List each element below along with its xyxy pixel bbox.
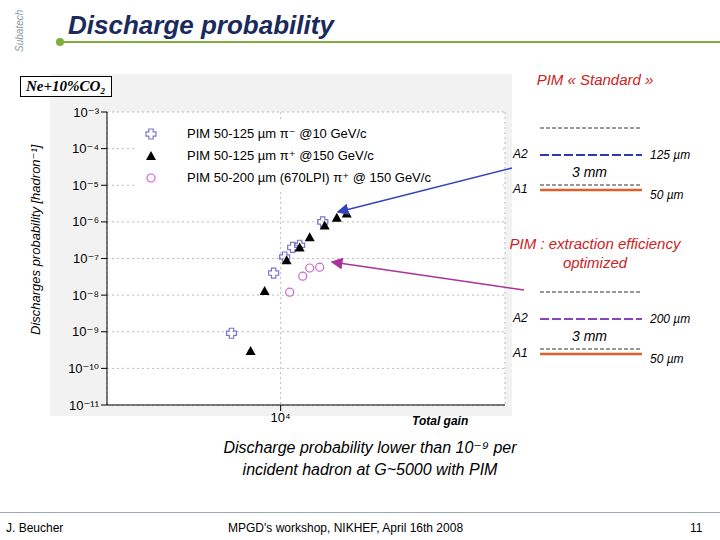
svg-text:10⁻⁶: 10⁻⁶ (72, 214, 99, 229)
html-text:A1: A1 (513, 346, 528, 360)
html-text:A1: A1 (513, 182, 528, 196)
html-text:MPGD's workshop, NIKHEF, April: MPGD's workshop, NIKHEF, April 16th 2008 (228, 521, 464, 535)
html-text:Total gain: Total gain (412, 414, 469, 428)
html-text:PIM « Standard »: PIM « Standard » (536, 71, 654, 88)
html-text:200 µm: 200 µm (650, 312, 691, 326)
html-text:PIM 50-125 µm π⁻ @10 GeV/c: PIM 50-125 µm π⁻ @10 GeV/c (187, 126, 367, 141)
html-text:A2: A2 (513, 147, 528, 161)
html-text:PIM : extraction efficiency op: PIM : extraction efficiency optimized (509, 235, 681, 271)
svg-text:10⁻¹⁰: 10⁻¹⁰ (68, 361, 99, 376)
html-text:125 µm: 125 µm (650, 148, 691, 162)
html-text:3 mm: 3 mm (572, 164, 607, 180)
html-text:Discharge probability lower th: Discharge probability lower than 10⁻⁹ pe… (223, 439, 517, 456)
html-text:3 mm: 3 mm (572, 328, 607, 344)
html-text:11: 11 (690, 521, 703, 535)
svg-text:10⁻³: 10⁻³ (73, 105, 99, 120)
html-text:incident hadron at G~5000 with: incident hadron at G~5000 with PIM (242, 461, 498, 478)
svg-text:10⁻⁷: 10⁻⁷ (73, 251, 99, 266)
svg-text:10⁻⁹: 10⁻⁹ (72, 324, 99, 339)
svg-text:10⁻⁵: 10⁻⁵ (72, 178, 99, 193)
svg-text:10⁻¹¹: 10⁻¹¹ (69, 398, 100, 413)
svg-text:10⁴: 10⁴ (271, 410, 291, 425)
html-text:50 µm: 50 µm (650, 352, 684, 366)
html-text:Discharge probability: Discharge probability (68, 10, 334, 40)
svg-text:10⁻⁸: 10⁻⁸ (72, 288, 99, 303)
svg-text:10⁻⁴: 10⁻⁴ (72, 141, 99, 156)
html-text:Discharges probability [hadron: Discharges probability [hadron⁻¹] (28, 144, 43, 335)
html-text:50 µm: 50 µm (650, 188, 684, 202)
html-text:PIM 50-200 µm (670LPI) π⁺ @ 15: PIM 50-200 µm (670LPI) π⁺ @ 150 GeV/c (187, 170, 431, 185)
html-text:PIM 50-125 µm π⁺ @150 GeV/c: PIM 50-125 µm π⁺ @150 GeV/c (187, 148, 374, 163)
html-text:Subatech: Subatech (14, 9, 25, 52)
html-text:Ne+10%CO₂: Ne+10%CO₂ (26, 78, 106, 94)
html-text:A2: A2 (513, 311, 528, 325)
html-text:J. Beucher: J. Beucher (6, 521, 64, 535)
